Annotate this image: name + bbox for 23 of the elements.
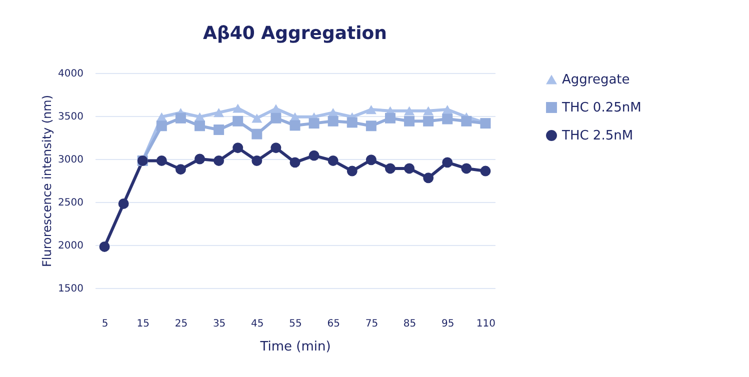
y-tick-label: 2000: [58, 240, 84, 252]
y-tick-label: 4000: [58, 68, 84, 80]
x-tick-label: 85: [403, 318, 416, 330]
y-tick-label: 3000: [58, 154, 84, 166]
y-axis-title: Flurorescence intensity (nm): [40, 94, 54, 268]
x-tick-label: 15: [136, 318, 150, 330]
y-tick-label: 2500: [58, 198, 84, 208]
chart-title: Aβ40 Aggregation: [203, 23, 387, 44]
legend-label: THC 2.5nM: [561, 128, 634, 144]
x-tick-label: 25: [174, 318, 188, 330]
y-tick-label: 3500: [58, 112, 84, 122]
x-tick-label: 110: [476, 318, 496, 330]
x-tick-label: 35: [212, 318, 226, 330]
x-tick-label: 95: [442, 318, 454, 330]
x-tick-label: 5: [102, 318, 108, 330]
x-tick-label: 45: [251, 318, 264, 330]
legend-label: THC 0.25nM: [561, 100, 642, 116]
legend-label: Aggregate: [562, 72, 630, 88]
y-tick-label: 1500: [58, 284, 84, 294]
x-tick-label: 55: [289, 318, 302, 330]
x-tick-label: 75: [365, 318, 378, 330]
x-tick-label: 65: [327, 318, 340, 330]
x-axis-title: Time (min): [259, 340, 331, 354]
